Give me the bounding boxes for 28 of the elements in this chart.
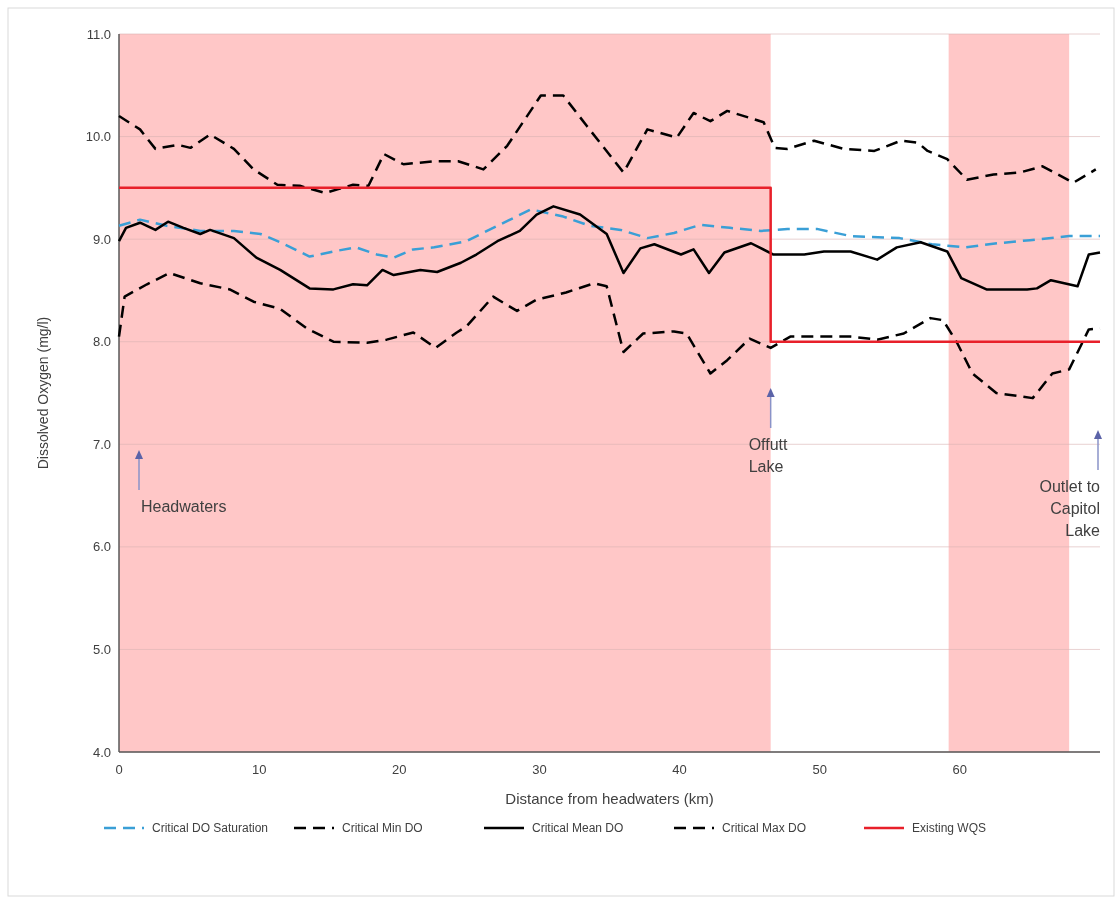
legend-label: Critical Max DO bbox=[722, 821, 807, 836]
y-tick-label: 4.0 bbox=[92, 744, 111, 760]
y-tick-label: 5.0 bbox=[92, 641, 111, 657]
annotation: Headwaters bbox=[141, 498, 227, 515]
legend-label: Critical Min DO bbox=[342, 821, 423, 836]
annotation: Outlet to Capitol Lake bbox=[1039, 478, 1101, 539]
y-tick-label: 11.0 bbox=[86, 26, 111, 42]
y-tick-label: 6.0 bbox=[92, 539, 111, 555]
y-axis-title: Dissolved Oxygen (mg/l) bbox=[35, 316, 51, 470]
x-tick-label: 20 bbox=[392, 762, 407, 777]
y-tick-label: 7.0 bbox=[92, 436, 111, 452]
y-tick-label: 9.0 bbox=[92, 231, 111, 247]
line-series bbox=[117, 208, 1102, 259]
x-tick-label: 40 bbox=[672, 762, 687, 777]
line-series bbox=[117, 94, 1098, 195]
line-series bbox=[117, 205, 1102, 291]
y-tick-label: 10.0 bbox=[85, 129, 111, 145]
legend-label: Critical Mean DO bbox=[532, 821, 624, 836]
legend-label: Critical DO Saturation bbox=[152, 821, 269, 836]
x-tick-label: 30 bbox=[532, 762, 547, 777]
annotation: Offutt Lake bbox=[748, 436, 789, 475]
y-tick-label: 8.0 bbox=[92, 334, 111, 350]
x-tick-label: 0 bbox=[115, 762, 123, 777]
x-axis-title: Distance from headwaters (km) bbox=[505, 790, 714, 807]
x-tick-label: 10 bbox=[251, 762, 267, 777]
legend-label: Existing WQS bbox=[912, 821, 987, 836]
x-tick-label: 60 bbox=[952, 762, 968, 777]
x-tick-label: 50 bbox=[812, 762, 827, 777]
